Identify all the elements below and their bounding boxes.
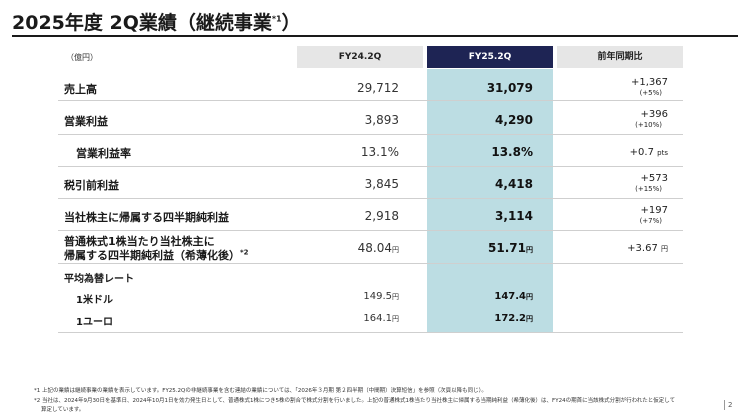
- fx-label: 1ユーロ: [76, 317, 113, 328]
- fy24-value: 3,845: [364, 177, 399, 191]
- fx-fy24-value: 164.1円: [298, 313, 399, 324]
- table-row: 税引前利益 3,845 4,418 +573 (+15%): [58, 172, 683, 198]
- table-row: 営業利益 3,893 4,290 +396 (+10%): [58, 108, 683, 134]
- row-label-line2: 帰属する四半期純利益（希薄化後）*2: [64, 247, 249, 263]
- fx-fy24-unit: 円: [392, 315, 399, 323]
- row-label: 売上高: [64, 83, 97, 96]
- fy25-value: 13.8%: [491, 145, 533, 159]
- fx-fy24-value: 149.5円: [298, 291, 399, 302]
- row-divider: [58, 230, 683, 231]
- fy24-value: 13.1%: [360, 145, 399, 159]
- table-row: 普通株式1株当たり当社株主に 帰属する四半期純利益（希薄化後）*2 48.04円…: [58, 233, 683, 263]
- row-label: 税引前利益: [64, 179, 119, 192]
- row-divider: [58, 134, 683, 135]
- row-label: 当社株主に帰属する四半期純利益: [64, 211, 229, 224]
- yoy-percent: (+5%): [639, 89, 662, 97]
- row-label: 営業利益率: [76, 147, 131, 160]
- yoy-value: +197 (+7%): [558, 205, 668, 227]
- footnote-2: *2 当社は、2024年9月30日を基準日、2024年10月1日を効力発生日とし…: [34, 398, 676, 404]
- yoy-percent: (+10%): [635, 121, 662, 129]
- fx-fy24-number: 149.5: [363, 291, 392, 302]
- row-divider: [58, 166, 683, 167]
- fy25-value: 51.71円: [428, 241, 533, 255]
- fy25-number: 51.71: [488, 241, 526, 255]
- yoy-value: +396 (+10%): [558, 109, 668, 131]
- table-row: 当社株主に帰属する四半期純利益 2,918 3,114 +197 (+7%): [58, 204, 683, 230]
- fx-fy25-value: 147.4円: [428, 291, 533, 302]
- fy25-value: 3,114: [495, 209, 533, 223]
- fx-row: 1米ドル 149.5円 147.4円: [58, 289, 683, 307]
- row-label-line1: 普通株式1株当たり当社株主に: [64, 235, 215, 248]
- row-divider: [58, 263, 683, 264]
- table-row: 売上高 29,712 31,079 +1,367 (+5%): [58, 76, 683, 100]
- title-underline: [12, 35, 738, 37]
- fy24-unit: 円: [392, 246, 399, 254]
- fy25-highlight-column: [427, 69, 553, 333]
- footnote-1: *1 上記の業績は継続事業の業績を表示しています。FY25.2Qの非継続事業を含…: [34, 388, 487, 394]
- page-title-text: 2025年度 2Q業績（継続事業: [12, 12, 272, 34]
- yoy-value: +573 (+15%): [558, 173, 668, 195]
- fy24-number: 48.04: [357, 241, 392, 255]
- page-number-divider: [724, 400, 725, 410]
- row-footnote-mark: *2: [240, 248, 249, 257]
- fx-label: 1米ドル: [76, 295, 113, 306]
- fy25-unit: 円: [526, 246, 533, 254]
- yoy-value: +3.67 円: [558, 243, 668, 255]
- yoy-diff: +3.67: [627, 243, 658, 254]
- yoy-percent: (+7%): [639, 217, 662, 225]
- fx-fy25-number: 147.4: [494, 291, 526, 302]
- fx-fy25-unit: 円: [526, 315, 533, 323]
- yoy-diff: +0.7: [629, 147, 654, 158]
- table-bottom-rule: [58, 332, 683, 333]
- fy24-value: 3,893: [364, 113, 399, 127]
- page-number: 2: [728, 401, 733, 409]
- row-label: 営業利益: [64, 115, 108, 128]
- fy25-value: 4,418: [495, 177, 533, 191]
- fx-row: 1ユーロ 164.1円 172.2円: [58, 311, 683, 329]
- unit-label: （億円）: [66, 53, 98, 62]
- yoy-percent: (+15%): [635, 185, 662, 193]
- page-title: 2025年度 2Q業績（継続事業*1）: [12, 8, 301, 35]
- fy25-value: 31,079: [486, 81, 533, 95]
- table-row: 営業利益率 13.1% 13.8% +0.7 pts: [58, 140, 683, 166]
- yoy-diff: +573: [640, 173, 668, 184]
- page-title-close: ）: [281, 12, 301, 34]
- fx-fy25-unit: 円: [526, 293, 533, 301]
- title-footnote-mark: *1: [271, 14, 282, 24]
- fx-fy24-number: 164.1: [363, 313, 392, 324]
- row-divider: [58, 100, 683, 101]
- row-divider: [58, 198, 683, 199]
- fx-heading-row: 平均為替レート: [58, 268, 683, 286]
- row-label-line2-text: 帰属する四半期純利益（希薄化後）: [64, 249, 240, 262]
- fx-fy24-unit: 円: [392, 293, 399, 301]
- fx-fy25-number: 172.2: [494, 313, 526, 324]
- header-fy24: FY24.2Q: [297, 46, 423, 68]
- fy24-value: 48.04円: [298, 241, 399, 255]
- yoy-unit: pts: [657, 149, 668, 157]
- header-yoy: 前年同期比: [557, 46, 683, 68]
- yoy-diff: +197: [640, 205, 668, 216]
- header-fy25: FY25.2Q: [427, 46, 553, 68]
- yoy-diff: +396: [640, 109, 668, 120]
- yoy-value: +1,367 (+5%): [558, 77, 668, 99]
- fy24-value: 29,712: [357, 81, 399, 95]
- fx-heading: 平均為替レート: [64, 274, 134, 285]
- fy24-value: 2,918: [364, 209, 399, 223]
- yoy-unit: 円: [661, 245, 668, 253]
- yoy-diff: +1,367: [630, 77, 668, 88]
- fx-fy25-value: 172.2円: [428, 313, 533, 324]
- yoy-value: +0.7 pts: [558, 147, 668, 159]
- footnote-2-continued: 算定しています。: [41, 407, 85, 413]
- fy25-value: 4,290: [495, 113, 533, 127]
